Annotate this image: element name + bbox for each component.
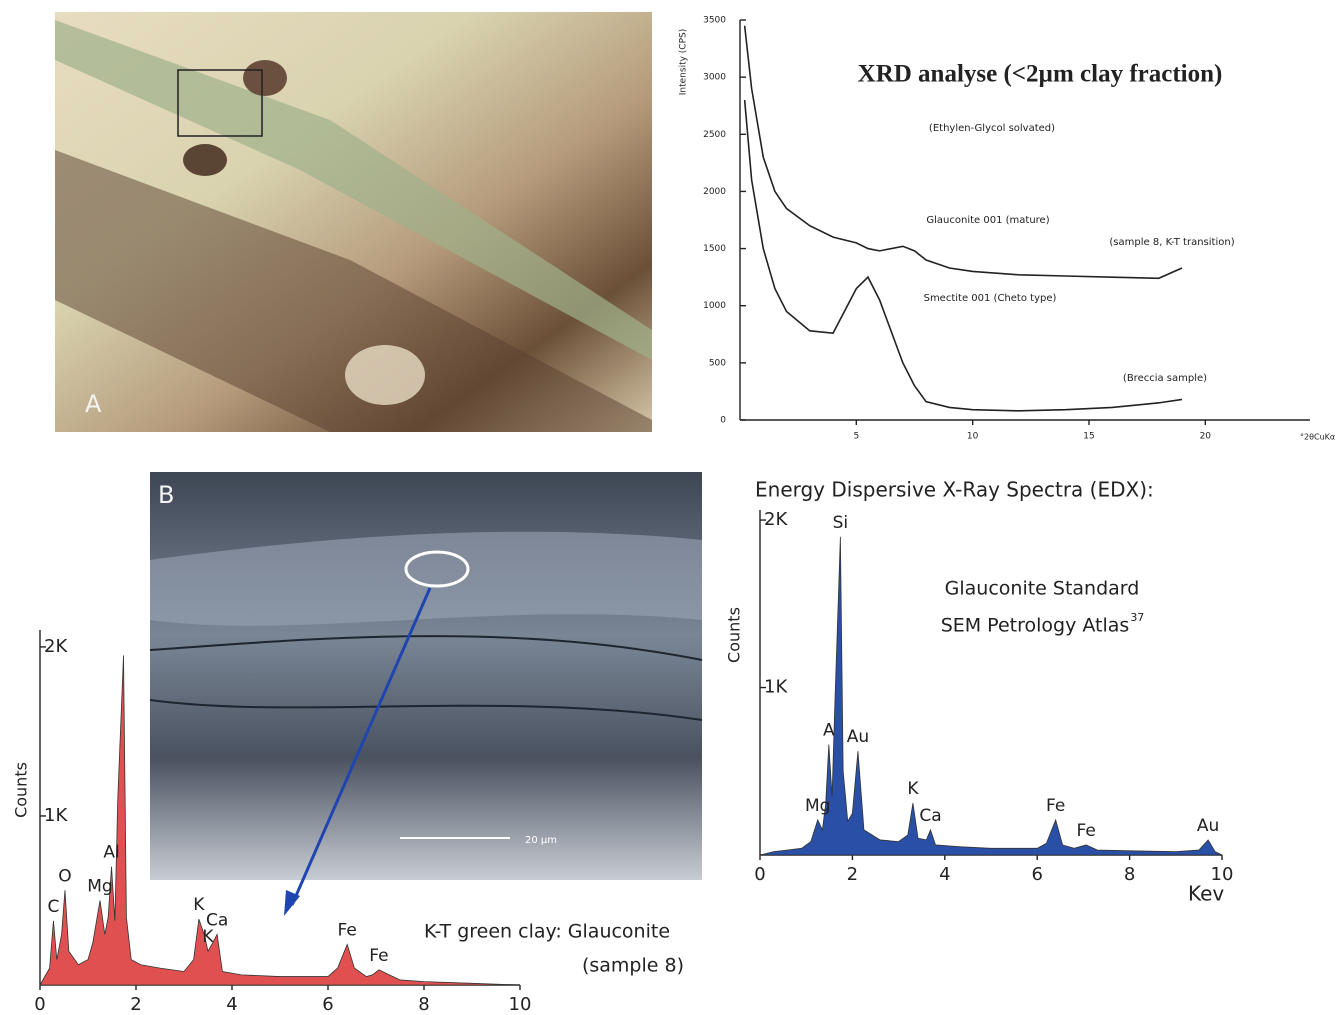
- x-tick-label: 10: [1211, 864, 1234, 885]
- peak-label: Al: [103, 843, 119, 863]
- annotation: (sample 8, K-T transition): [1109, 237, 1234, 248]
- series-label: Smectite 001 (Cheto type): [924, 293, 1057, 304]
- x-tick-label: 2: [847, 864, 858, 885]
- peak-label: Mg: [87, 876, 112, 896]
- x-tick-label: 8: [1124, 864, 1135, 885]
- y-tick-label: 2000: [703, 187, 726, 197]
- y-axis-label: Counts: [12, 762, 31, 818]
- x-tick-label: 10: [967, 432, 979, 442]
- annotation: SEM Petrology Atlas: [941, 615, 1130, 637]
- peak-label: Fe: [1046, 796, 1065, 816]
- annotation: Glauconite Standard: [945, 578, 1140, 600]
- peak-label: Fe: [369, 946, 388, 966]
- chart: 1K 2K 0 2 4 6 8 10 Energy Dispersive X-Ray Spect…: [725, 478, 1234, 906]
- x-tick-label: 2: [130, 994, 141, 1015]
- x-tick-label: 10: [509, 994, 532, 1015]
- y-tick-label: 0: [720, 416, 726, 426]
- peak-label: Ca: [206, 910, 228, 930]
- reference: 37: [1130, 611, 1144, 624]
- y-tick-label: 2K: [44, 636, 68, 657]
- peak-label: K: [907, 779, 919, 799]
- panel-label: A: [85, 390, 102, 418]
- x-tick-label: 4: [226, 994, 237, 1015]
- y-tick-label: 1K: [44, 805, 68, 826]
- chart: 1K 2K 0 2 4 6 8 10 Counts K-T green clay: Glaucon…: [12, 630, 684, 1015]
- x-tick-label: 5: [853, 432, 859, 442]
- micrograph-a: A: [55, 12, 652, 432]
- scale-label: 20 µm: [525, 835, 557, 846]
- y-tick-label: 3000: [703, 73, 726, 83]
- annotation: K-T green clay: Glauconite: [424, 921, 670, 943]
- peak-label: A: [823, 720, 835, 740]
- peak-label: Mg: [805, 796, 830, 816]
- chart-title: Energy Dispersive X-Ray Spectra (EDX):: [755, 478, 1154, 502]
- y-tick-label: 3500: [703, 16, 726, 26]
- peak-label: Fe: [1077, 821, 1096, 841]
- series-label: Glauconite 001 (mature): [926, 215, 1049, 226]
- chart-subtitle: (Ethylen-Glycol solvated): [929, 123, 1055, 134]
- spectrum-area: [759, 536, 1223, 856]
- x-tick-label: 0: [754, 864, 765, 885]
- peak-label: K: [193, 895, 205, 915]
- x-axis-label: °2θCuKα: [1300, 433, 1335, 442]
- x-tick-label: 6: [1031, 864, 1042, 885]
- spectrum-area: [39, 655, 521, 986]
- y-tick-label: 1500: [703, 244, 726, 254]
- annotation: (Breccia sample): [1123, 373, 1207, 384]
- chart-title: XRD analyse (<2µm clay fraction): [858, 61, 1223, 88]
- y-tick-label: 1K: [764, 677, 788, 698]
- peak-label: Au: [1197, 816, 1219, 836]
- peak-label: Au: [847, 727, 869, 747]
- chart: 0 500 1000 1500 2000 2500 3000 3500 5 10 15 20 XRD a…: [679, 16, 1336, 442]
- y-tick-label: 500: [709, 358, 726, 368]
- line: [743, 99, 1183, 412]
- y-axis-label: Intensity (CPS): [679, 29, 689, 95]
- peak-label: C: [48, 897, 60, 917]
- y-axis-label: Counts: [725, 607, 744, 663]
- panel-label: B: [158, 481, 174, 509]
- x-tick-label: 6: [322, 994, 333, 1015]
- peak-label: Fe: [338, 920, 357, 940]
- peak-label: Ca: [919, 806, 941, 826]
- peak-label: Si: [833, 513, 849, 533]
- peak-label: O: [58, 866, 71, 886]
- x-tick-label: 0: [34, 994, 45, 1015]
- annotation: (sample 8): [582, 955, 684, 977]
- y-tick-label: 2500: [703, 130, 726, 140]
- x-tick-label: 15: [1083, 432, 1094, 442]
- x-tick-label: 20: [1200, 432, 1212, 442]
- x-axis-label: Kev: [1188, 882, 1224, 906]
- x-tick-label: 4: [939, 864, 950, 885]
- peak-label: K: [202, 927, 214, 947]
- sem-image-b: B 20 µm: [149, 472, 703, 916]
- line: [743, 25, 1183, 280]
- y-tick-label: 1000: [703, 301, 726, 311]
- y-tick-label: 2K: [764, 509, 788, 530]
- x-tick-label: 8: [418, 994, 429, 1015]
